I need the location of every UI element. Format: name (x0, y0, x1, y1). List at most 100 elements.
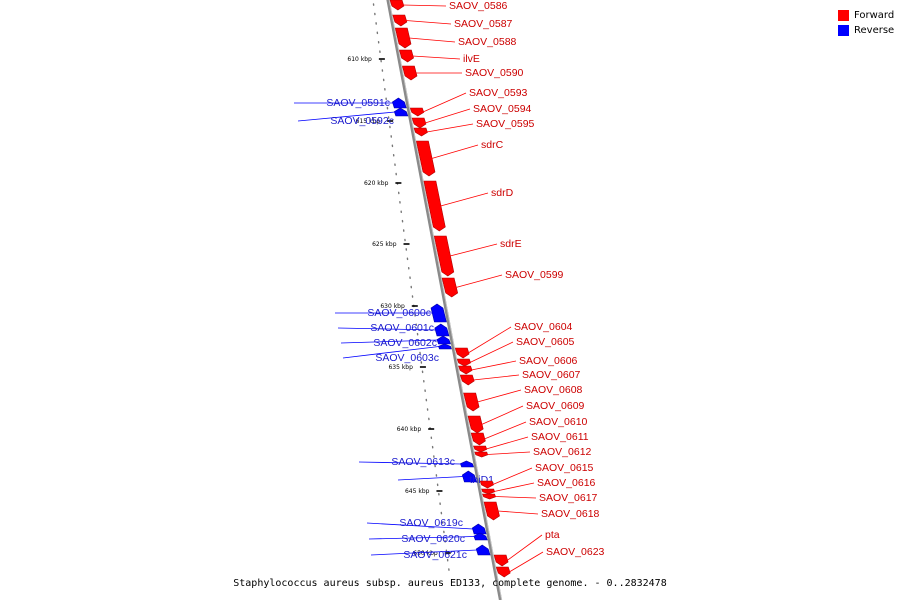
gene-label: SAOV_0605 (516, 336, 575, 348)
ruler-label: 635 kbp (388, 364, 413, 371)
gene-arrow-sdrd (423, 180, 446, 232)
gene-arrow-saov_0613c (460, 460, 475, 468)
gene-leader-line (495, 496, 537, 499)
gene-label: SAOV_0617 (539, 492, 598, 504)
legend-label-forward: Forward (854, 10, 895, 21)
gene-arrow-saov_0586 (389, 0, 405, 11)
ruler-label: 645 kbp (405, 488, 430, 495)
gene-label: SAOV_0586 (449, 0, 508, 12)
gene-leader-line (424, 108, 471, 124)
gene-arrow-saov_0592c (393, 107, 409, 117)
coordinate-ruler (372, 3, 451, 575)
gene-leader-line (477, 389, 522, 403)
gene-label: sdrE (500, 238, 522, 250)
gene-leader-line (484, 421, 527, 440)
genome-axis-highlight (388, 0, 503, 600)
gene-label: SAOV_0588 (458, 36, 517, 48)
gene-leader-line (370, 549, 478, 556)
gene-arrow-saov_0619c (471, 523, 487, 535)
gene-leader-line (467, 326, 512, 354)
gene-leader-line (368, 536, 475, 540)
legend-item-reverse: Reverse (838, 23, 898, 38)
gene-leader-line (366, 522, 474, 530)
gene-leader-line (397, 476, 464, 481)
gene-label: SAOV_0620c (401, 533, 465, 545)
gene-label: SAOV_0616 (537, 477, 596, 489)
gene-leader-line (405, 20, 452, 25)
gene-leader-line (402, 4, 447, 7)
gene-arrow-ilve (399, 49, 414, 63)
forward-swatch (838, 10, 849, 21)
gene-leader-line (409, 37, 456, 43)
gene-arrow-saov_0616 (481, 488, 495, 495)
gene-arrow-saov_0607 (459, 374, 475, 386)
gene-arrow-saov_0605 (456, 358, 471, 367)
gene-arrow-saov_0606 (458, 365, 473, 375)
gene-label: SAOV_0590 (465, 67, 524, 79)
gene-label: SAOV_0595 (476, 118, 535, 130)
gene-label: SAOV_0606 (519, 355, 578, 367)
gene-arrow-sdrc (416, 140, 436, 177)
reverse-swatch (838, 25, 849, 36)
gene-arrow-saov_0587 (392, 14, 408, 27)
gene-leader-line (509, 551, 544, 573)
gene-label: SAOV_0621c (403, 549, 467, 561)
gene-arrow-saov_0611 (473, 445, 488, 453)
gene-leader-line (340, 339, 438, 344)
gene-arrow-saov_0618 (483, 501, 500, 521)
gene-arrow-saov_0608 (463, 392, 480, 412)
gene-label: SAOV_0600c (367, 307, 431, 319)
gene-arrow-saov_0590 (402, 65, 418, 81)
gene-arrow-saov_0602c (436, 335, 451, 345)
gene-leader-line (486, 436, 529, 450)
gene-arrow-saov_0595 (413, 127, 428, 137)
gene-arrow-saov_0612 (474, 451, 489, 458)
gene-arrow-saov_0615 (479, 480, 494, 489)
gene-leader-line (440, 192, 489, 207)
gene-label: SAOV_0618 (541, 508, 600, 520)
gene-arrow-saov_0610 (470, 432, 486, 446)
gene-arrow-saov_0609 (467, 415, 484, 434)
legend: Forward Reverse (838, 8, 898, 38)
gene-label: SAOV_0592c (330, 115, 394, 127)
gene-leader-line (494, 482, 535, 492)
gene-arrow-sdre (433, 235, 455, 277)
gene-leader-line (358, 461, 462, 465)
ruler-label: 630 kbp (380, 303, 405, 310)
gene-label: SAOV_0615 (535, 462, 594, 474)
gene-leader-line (449, 243, 498, 257)
gene-label: SAOV_0612 (533, 446, 592, 458)
gene-label: SAOV_0609 (526, 400, 585, 412)
gene-label: SAOV_0594 (473, 103, 532, 115)
gene-label: SAOV_0607 (522, 369, 581, 381)
gene-label: pta (545, 529, 560, 541)
gene-label: SAOV_0611 (531, 431, 589, 443)
gene-arrow-saov_0604 (454, 347, 470, 359)
gene-leader-line (492, 467, 533, 485)
gene-arrow-saov_0617 (482, 493, 496, 500)
gene-arrow-saov_0601c (434, 323, 450, 337)
gene-label: SAOV_0613c (391, 456, 455, 468)
gene-label: SAOV_0601c (370, 322, 434, 334)
legend-item-forward: Forward (838, 8, 898, 23)
gene-leader-line (497, 510, 539, 515)
gene-label: SAOV_0619c (399, 517, 463, 529)
ruler-label: 610 kbp (347, 56, 372, 63)
gene-arrow-saov_0620c (473, 532, 488, 541)
ruler-label: 650 kbp (413, 550, 438, 557)
gene-label: ilvE (463, 53, 480, 65)
gene-leader-line (426, 123, 474, 133)
gene-leader-line (473, 374, 520, 381)
gene-leader-line (506, 534, 543, 561)
genome-axis (386, 0, 503, 600)
gene-label: sdrC (481, 139, 504, 151)
gene-leader-line (337, 327, 436, 331)
ruler-label: 625 kbp (372, 241, 397, 248)
gene-arrow-thid1 (461, 470, 477, 483)
gene-label: SAOV_0602c (373, 337, 437, 349)
gene-leader-line (412, 55, 461, 60)
gene-label: SAOV_0591c (326, 97, 390, 109)
gene-leader-line (487, 451, 531, 455)
gene-label: SAOV_0610 (529, 416, 588, 428)
